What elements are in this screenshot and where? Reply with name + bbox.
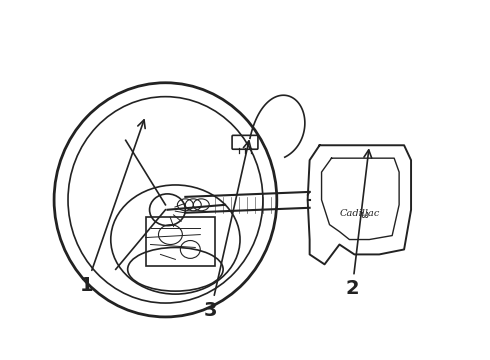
Text: 1: 1 [80, 120, 145, 295]
Text: Cadillac: Cadillac [339, 210, 380, 219]
Text: ω: ω [360, 210, 368, 220]
Bar [146, 217, 215, 266]
Text: 3: 3 [204, 141, 251, 320]
Text: 2: 2 [345, 150, 372, 298]
